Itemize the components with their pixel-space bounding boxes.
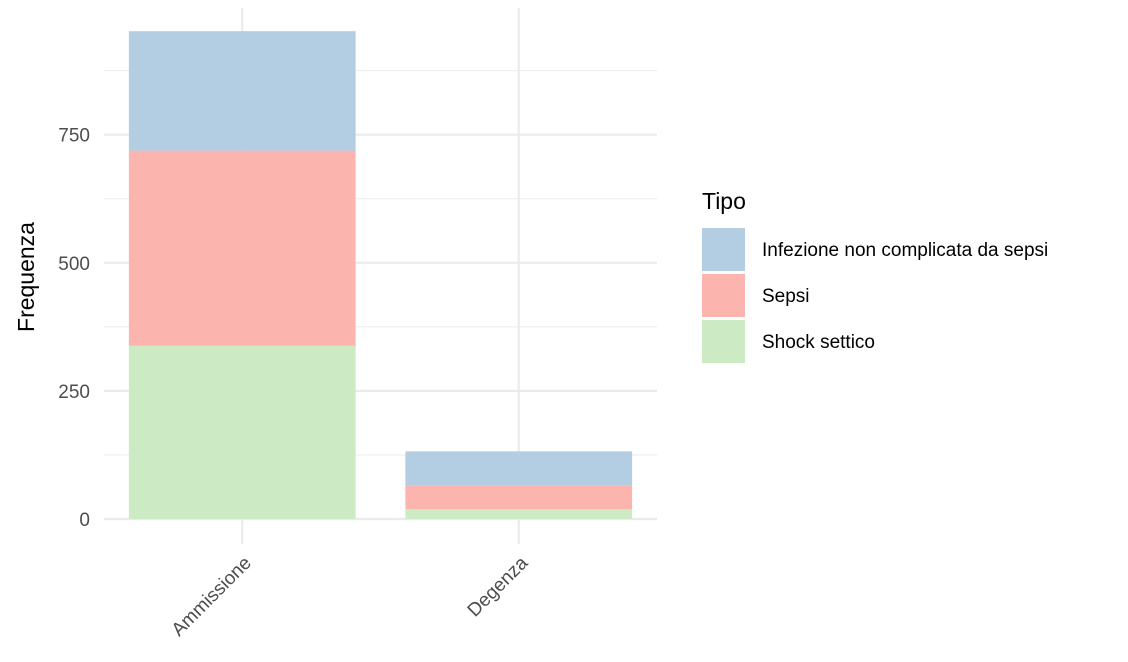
- y-axis-tick-labels: 0 250 500 750: [58, 126, 90, 531]
- legend-label: Sepsi: [762, 286, 810, 307]
- legend-label: Infezione non complicata da sepsi: [762, 240, 1048, 261]
- bar-segment: [128, 150, 356, 346]
- x-axis-tick-labels: Ammissione Degenza: [168, 552, 533, 640]
- legend: Tipo Infezione non complicata da sepsi Se…: [702, 188, 1048, 363]
- bar-segment: [128, 31, 356, 151]
- y-tick-label: 0: [79, 510, 90, 531]
- legend-title: Tipo: [702, 188, 746, 214]
- bar-segment: [128, 345, 356, 519]
- bar-segment: [405, 451, 633, 486]
- legend-swatch: [702, 228, 745, 271]
- bar-segment: [405, 509, 633, 519]
- bars: [128, 31, 633, 519]
- y-tick-label: 250: [58, 382, 90, 403]
- y-tick-label: 750: [58, 126, 90, 147]
- bar-segment: [405, 485, 633, 510]
- y-tick-label: 500: [58, 254, 90, 275]
- x-tick-label: Ammissione: [168, 553, 256, 641]
- legend-items: Infezione non complicata da sepsi Sepsi Sh…: [702, 228, 1048, 363]
- legend-swatch: [702, 274, 745, 317]
- legend-swatch: [702, 320, 745, 363]
- x-tick-label: Degenza: [464, 552, 533, 621]
- y-axis-title: Frequenza: [13, 222, 39, 332]
- legend-label: Shock settico: [762, 332, 875, 353]
